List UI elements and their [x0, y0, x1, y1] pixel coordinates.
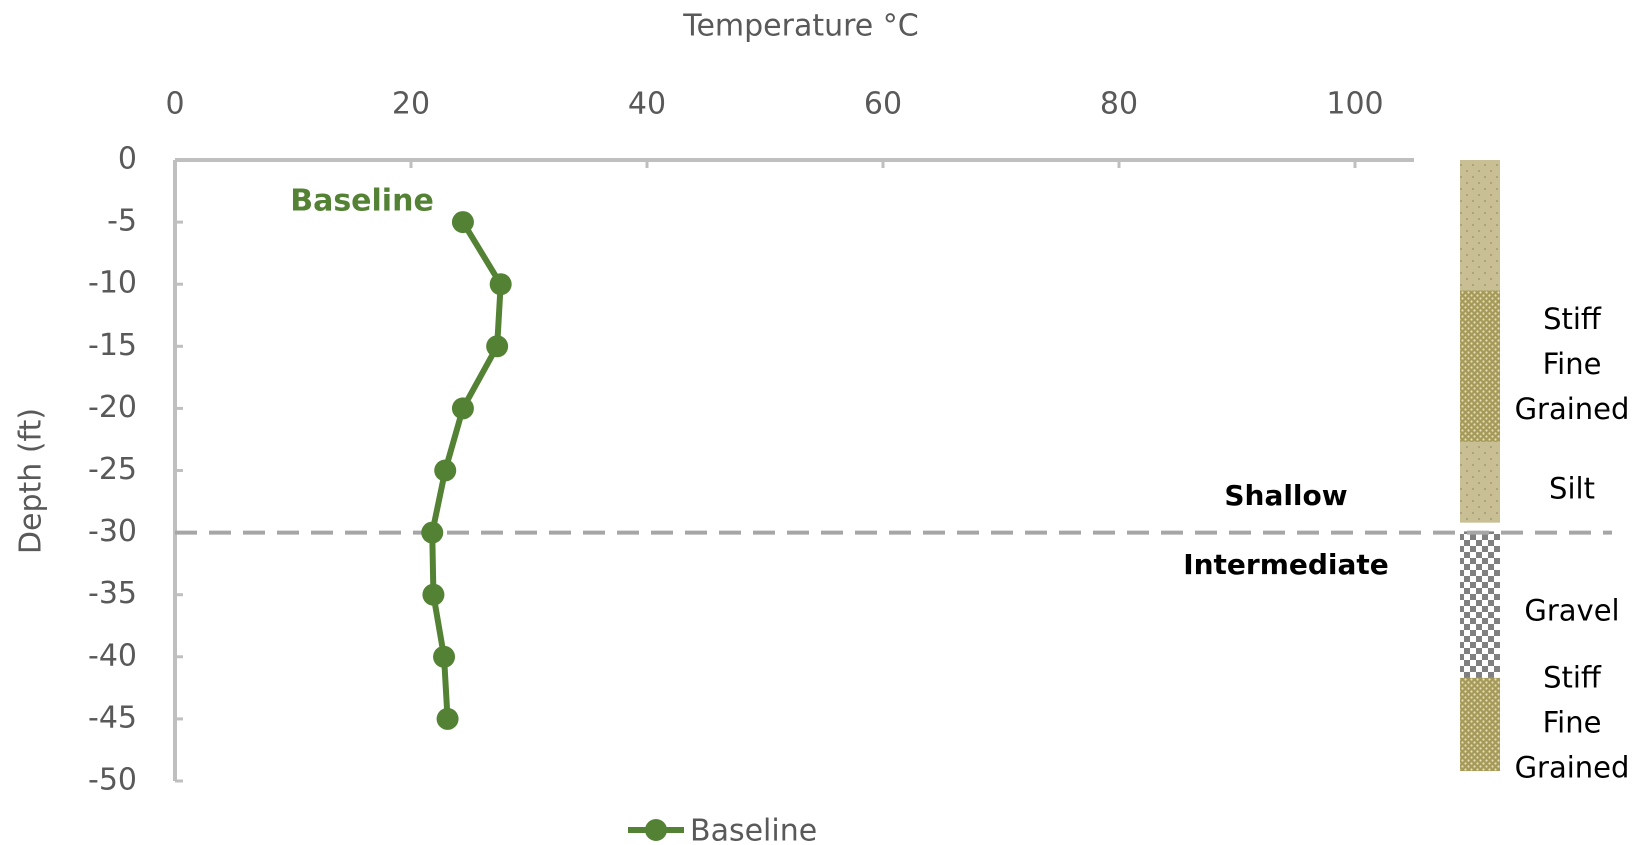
legend-label: Baseline: [690, 814, 817, 845]
y-tick-label: -40: [88, 638, 137, 673]
data-point: [434, 460, 456, 482]
soil-label: Fine: [1543, 347, 1602, 381]
data-point: [422, 584, 444, 606]
y-tick-label: -45: [88, 700, 137, 735]
legend-marker: [645, 819, 667, 841]
x-tick-label: 0: [165, 87, 184, 122]
data-point: [437, 708, 459, 730]
soil-label: Grained: [1515, 750, 1630, 784]
x-tick-label: 60: [864, 87, 902, 122]
series-annotation: Baseline: [290, 184, 434, 219]
x-tick-label: 40: [628, 87, 666, 122]
y-tick-label: -35: [88, 576, 137, 611]
data-point: [433, 646, 455, 668]
soil-label: Gravel: [1524, 594, 1619, 628]
y-axis-title: Depth (ft): [14, 408, 49, 554]
data-point: [452, 397, 474, 419]
zone-label: Shallow: [1224, 479, 1347, 512]
x-tick-label: 100: [1326, 87, 1383, 122]
soil-layer: [1460, 290, 1500, 442]
y-tick-label: -15: [88, 328, 137, 363]
data-point: [452, 211, 474, 233]
x-tick-label: 20: [392, 87, 430, 122]
chart: Temperature °C Depth (ft) Shallow Interm…: [0, 0, 1634, 845]
data-point: [421, 522, 443, 544]
y-tick-label: -10: [88, 266, 137, 301]
soil-layer: [1460, 442, 1500, 523]
soil-label: Fine: [1543, 705, 1602, 739]
y-tick-label: -5: [107, 204, 137, 239]
soil-layer: [1460, 160, 1500, 290]
x-tick-label: 80: [1100, 87, 1138, 122]
zone-label: Intermediate: [1183, 548, 1389, 581]
y-tick-label: -25: [88, 452, 137, 487]
soil-label: Stiff: [1543, 660, 1602, 694]
soil-layer: [1460, 531, 1500, 678]
soil-layer: [1460, 678, 1500, 771]
data-point: [490, 273, 512, 295]
y-tick-label: -50: [88, 763, 137, 798]
soil-label: Grained: [1515, 392, 1630, 426]
x-axis-title: Temperature °C: [682, 9, 919, 44]
y-tick-label: -20: [88, 390, 137, 425]
y-tick-label: -30: [88, 514, 137, 549]
soil-label: Silt: [1549, 471, 1595, 505]
data-point: [486, 335, 508, 357]
soil-label: Stiff: [1543, 302, 1602, 336]
y-tick-label: 0: [118, 142, 137, 177]
